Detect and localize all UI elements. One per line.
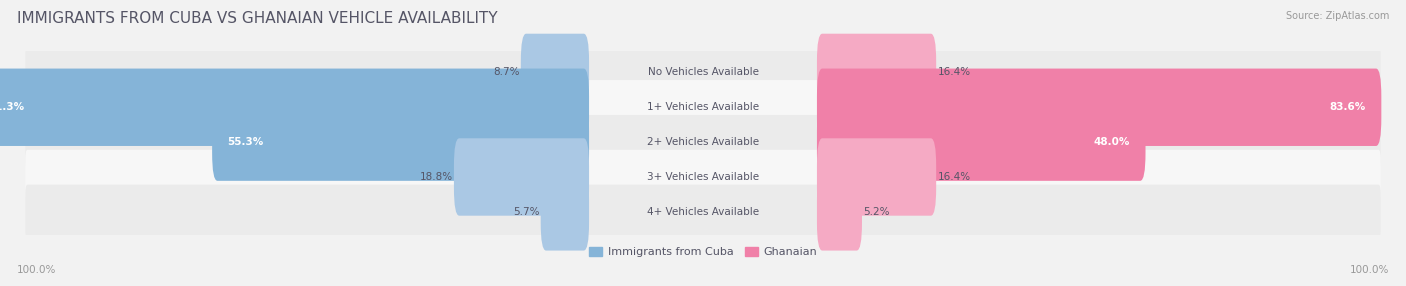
Text: 48.0%: 48.0%: [1094, 137, 1130, 147]
Text: 5.2%: 5.2%: [863, 207, 890, 217]
Text: 18.8%: 18.8%: [419, 172, 453, 182]
Text: 55.3%: 55.3%: [228, 137, 263, 147]
Text: No Vehicles Available: No Vehicles Available: [648, 67, 758, 78]
FancyBboxPatch shape: [0, 69, 589, 146]
FancyBboxPatch shape: [212, 104, 589, 181]
FancyBboxPatch shape: [817, 173, 862, 251]
FancyBboxPatch shape: [520, 34, 589, 111]
Text: 5.7%: 5.7%: [513, 207, 540, 217]
Text: 16.4%: 16.4%: [938, 172, 970, 182]
FancyBboxPatch shape: [25, 185, 1381, 239]
FancyBboxPatch shape: [817, 69, 1381, 146]
Text: 2+ Vehicles Available: 2+ Vehicles Available: [647, 137, 759, 147]
Text: 4+ Vehicles Available: 4+ Vehicles Available: [647, 207, 759, 217]
FancyBboxPatch shape: [25, 115, 1381, 169]
FancyBboxPatch shape: [817, 104, 1146, 181]
FancyBboxPatch shape: [25, 45, 1381, 100]
FancyBboxPatch shape: [25, 150, 1381, 204]
FancyBboxPatch shape: [817, 138, 936, 216]
Text: 91.3%: 91.3%: [0, 102, 25, 112]
FancyBboxPatch shape: [541, 173, 589, 251]
FancyBboxPatch shape: [454, 138, 589, 216]
Text: 1+ Vehicles Available: 1+ Vehicles Available: [647, 102, 759, 112]
Text: 16.4%: 16.4%: [938, 67, 970, 78]
Text: 100.0%: 100.0%: [17, 265, 56, 275]
Text: 83.6%: 83.6%: [1330, 102, 1367, 112]
Text: 100.0%: 100.0%: [1350, 265, 1389, 275]
Text: 8.7%: 8.7%: [494, 67, 519, 78]
Text: IMMIGRANTS FROM CUBA VS GHANAIAN VEHICLE AVAILABILITY: IMMIGRANTS FROM CUBA VS GHANAIAN VEHICLE…: [17, 11, 498, 26]
Legend: Immigrants from Cuba, Ghanaian: Immigrants from Cuba, Ghanaian: [585, 243, 821, 262]
Text: Source: ZipAtlas.com: Source: ZipAtlas.com: [1285, 11, 1389, 21]
FancyBboxPatch shape: [817, 34, 936, 111]
Text: 3+ Vehicles Available: 3+ Vehicles Available: [647, 172, 759, 182]
FancyBboxPatch shape: [25, 80, 1381, 134]
